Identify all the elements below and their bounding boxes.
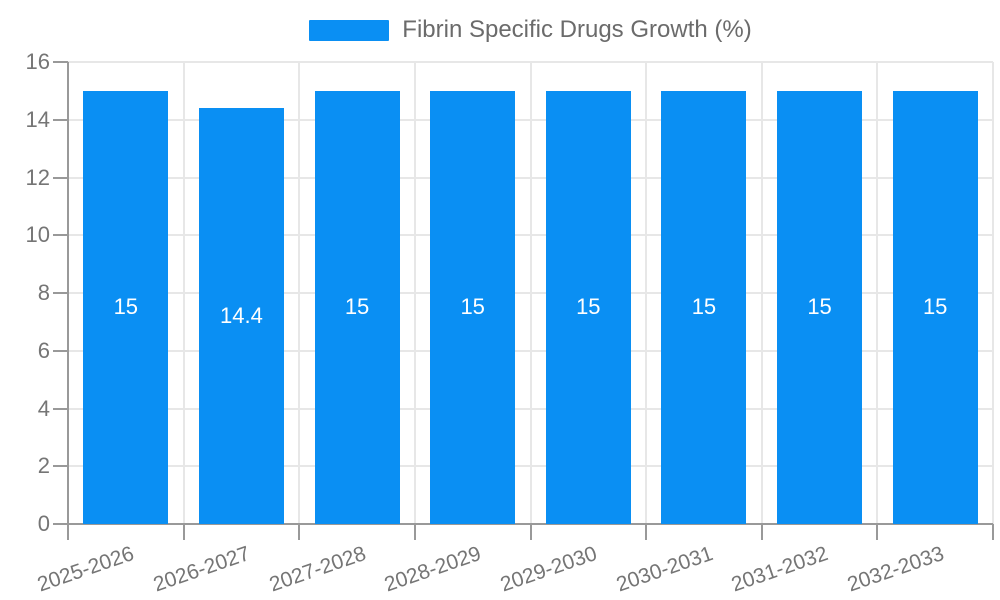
bar-2030-2031[interactable] [661, 90, 747, 524]
x-tick [760, 524, 763, 540]
x-tick [182, 524, 185, 540]
bar-value-label: 15 [922, 294, 948, 320]
bar-2026-2027[interactable] [198, 108, 284, 524]
x-gridline [760, 62, 763, 524]
bar-2029-2030[interactable] [545, 90, 631, 524]
x-gridline [992, 62, 994, 524]
y-axis-label: 8 [37, 280, 50, 305]
bar-value-label: 15 [576, 294, 601, 320]
x-tick [992, 524, 994, 540]
y-axis-label: 10 [25, 222, 50, 248]
x-tick [876, 524, 879, 540]
y-axis-label: 4 [37, 395, 50, 421]
x-axis-label-text: 2032-2033 [844, 542, 947, 597]
x-tick [298, 524, 301, 540]
y-axis-label: 0 [37, 511, 50, 536]
bar-2028-2029[interactable] [430, 90, 516, 524]
x-axis-label-text: 2028-2029 [381, 542, 485, 597]
legend-label: Fibrin Specific Drugs Growth (%) [402, 16, 752, 43]
y-axis-label: 14 [25, 106, 50, 132]
x-axis-label-text: 2027-2028 [266, 542, 369, 597]
y-axis-line [67, 62, 69, 524]
y-tick [53, 292, 68, 294]
x-axis-label-text: 2031-2032 [728, 542, 832, 597]
y-tick [53, 118, 68, 121]
x-tick [413, 524, 416, 540]
bar-2031-2032[interactable] [777, 90, 863, 524]
bar-value-label: 14.4 [220, 303, 263, 329]
y-tick [53, 349, 68, 352]
x-axis-label-text: 2029-2030 [497, 542, 600, 597]
x-gridline [413, 62, 416, 524]
bar-2025-2026[interactable] [83, 90, 169, 524]
x-tick [645, 524, 648, 540]
x-axis-line [68, 523, 993, 525]
legend-swatch [309, 19, 390, 41]
y-axis-label: 2 [37, 453, 50, 479]
bar-value-label: 15 [460, 294, 485, 320]
x-gridline [645, 62, 648, 524]
bar-2027-2028[interactable] [314, 90, 400, 524]
x-tick [529, 524, 532, 540]
y-axis-label: 12 [25, 164, 50, 190]
bar-value-label: 15 [691, 294, 717, 320]
legend[interactable]: Fibrin Specific Drugs Growth (%) [68, 15, 993, 45]
bar-value-label: 15 [807, 294, 832, 320]
y-tick [53, 61, 68, 63]
x-gridline [298, 62, 301, 524]
y-axis-label: 16 [25, 49, 50, 74]
bar-value-label: 15 [113, 294, 139, 320]
y-tick [53, 234, 68, 237]
x-gridline [529, 62, 532, 524]
y-tick [53, 176, 68, 179]
x-axis-label-text: 2026-2027 [150, 542, 253, 597]
x-axis-label-text: 2030-2031 [612, 542, 716, 597]
bar-2032-2033[interactable] [892, 90, 978, 524]
y-tick [53, 407, 68, 410]
x-tick [67, 524, 69, 540]
y-tick [53, 523, 68, 525]
x-axis-label-text: 2025-2026 [34, 542, 138, 597]
x-gridline [182, 62, 185, 524]
x-gridline [876, 62, 879, 524]
bar-value-label: 15 [344, 294, 370, 320]
y-axis-label: 6 [37, 337, 50, 363]
y-tick [53, 465, 68, 468]
